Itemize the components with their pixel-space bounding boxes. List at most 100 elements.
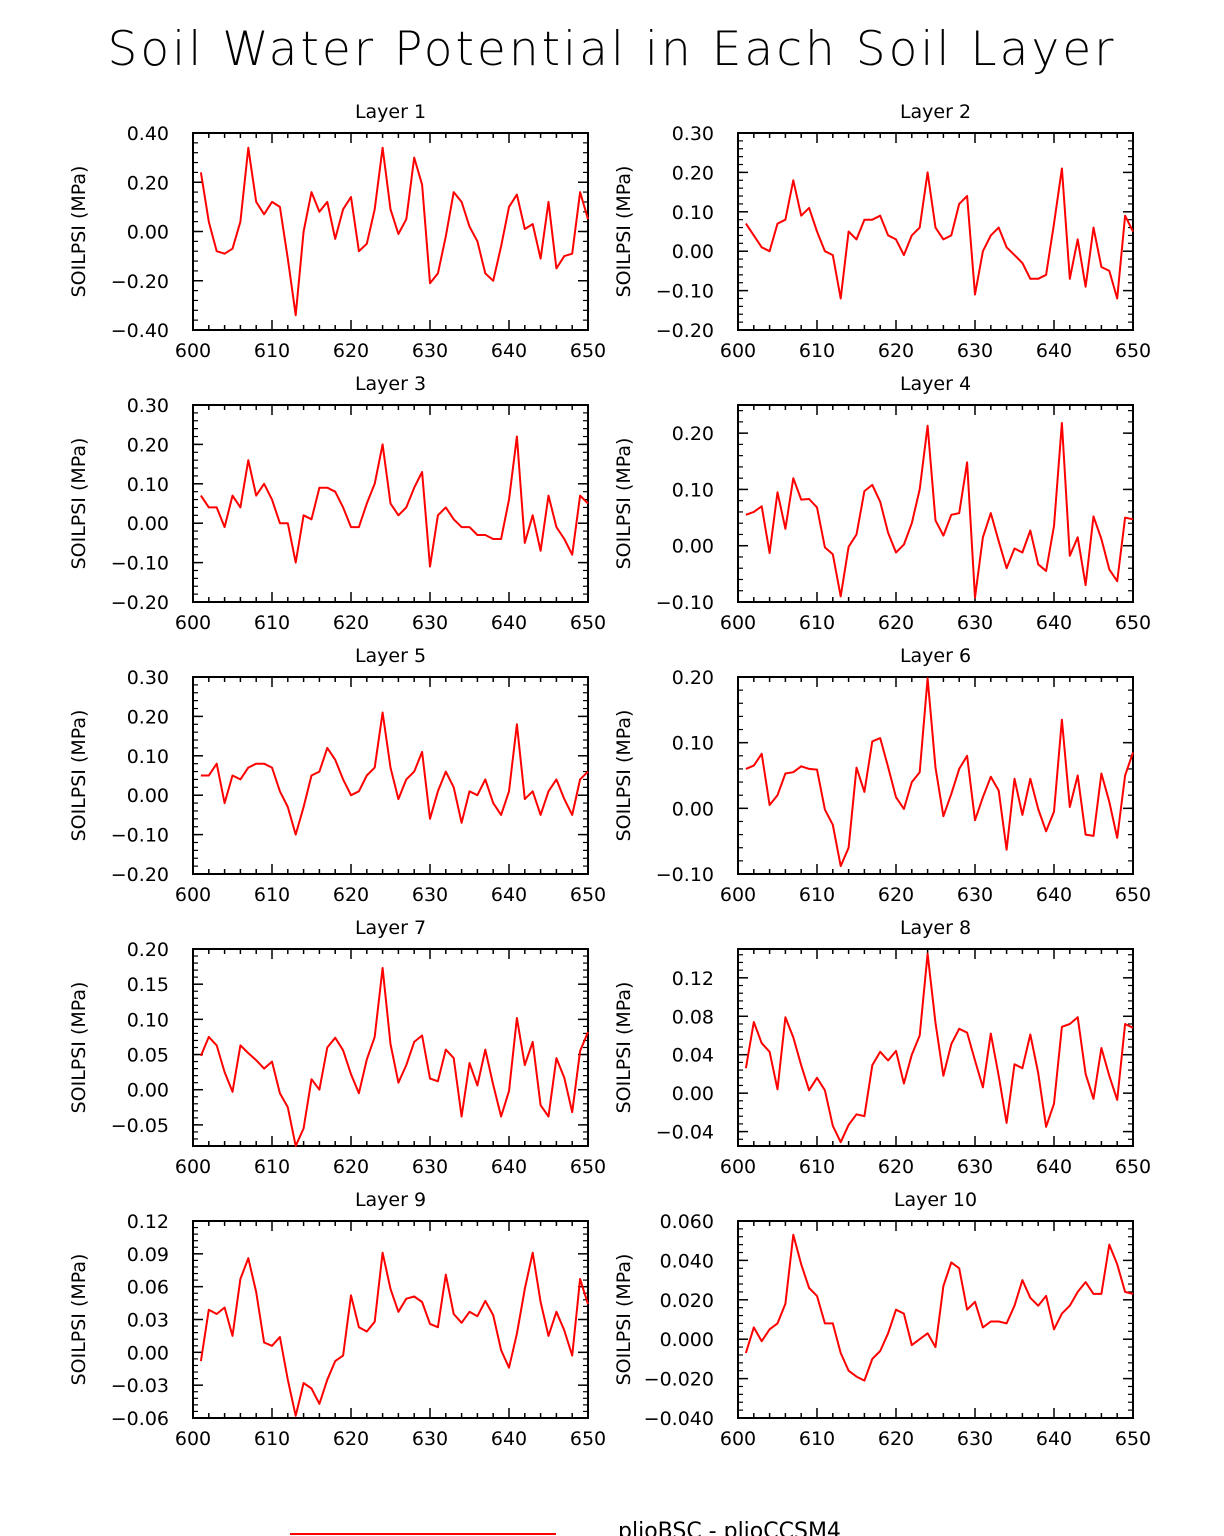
x-tick-label: 620 [878,1428,914,1450]
y-tick-label: 0.00 [127,513,169,535]
x-tick-label: 640 [1036,1156,1072,1178]
y-axis-label: SOILPSI (MPa) [68,438,90,570]
y-tick-label: 0.08 [672,1006,714,1028]
y-tick-label: −0.20 [111,592,169,614]
x-tick-label: 610 [799,612,835,634]
plot-frame [737,404,1134,603]
y-tick-label: 0.00 [672,241,714,263]
y-tick-label: 0.20 [127,706,169,728]
series-line [745,167,1134,300]
x-tick-label: 630 [957,1428,993,1450]
x-tick-label: 620 [333,1156,369,1178]
y-tick-label: 0.00 [672,1083,714,1105]
y-tick-label: −0.040 [644,1408,714,1430]
panel-title: Layer 9 [355,1189,426,1211]
x-tick-label: 610 [254,612,290,634]
y-tick-label: 0.12 [672,968,714,990]
x-tick-label: 650 [570,884,606,906]
panel-title: Layer 6 [900,645,971,667]
x-tick-label: 610 [799,1156,835,1178]
x-tick-label: 630 [412,1428,448,1450]
x-tick-label: 640 [1036,1428,1072,1450]
panel-title: Layer 7 [355,917,426,939]
x-tick-label: 600 [720,884,756,906]
y-tick-label: 0.12 [127,1211,169,1233]
y-tick-label: 0.20 [127,172,169,194]
plot-frame [192,132,589,331]
plot-frame [737,132,1134,331]
x-tick-label: 600 [720,1156,756,1178]
y-tick-label: 0.03 [127,1310,169,1332]
y-tick-label: 0.10 [672,733,714,755]
series-line [744,952,1134,1144]
y-tick-label: 0.00 [127,785,169,807]
y-tick-label: 0.10 [672,202,714,224]
y-axis-label: SOILPSI (MPa) [613,438,635,570]
panel-layer-4: 600 610 620 630 640 650 −0.10 0.00 0.10 0.20 Layer… [613,373,1151,634]
y-axis-label: SOILPSI (MPa) [68,166,90,298]
y-tick-label: 0.10 [127,474,169,496]
panel-layer-6: 600 610 620 630 640 650 −0.10 0.00 0.10 0.20 Layer… [613,645,1151,906]
panel-title: Layer 5 [355,645,426,667]
y-axis-label: SOILPSI (MPa) [613,1254,635,1386]
panel-layer-10: 600 610 620 630 640 650 −0.040 −0.020 0.000 0.020… [613,1189,1151,1450]
x-tick-label: 610 [254,884,290,906]
x-tick-label: 630 [412,884,448,906]
x-tick-label: 630 [412,612,448,634]
y-tick-label: −0.10 [111,825,169,847]
y-tick-label: 0.10 [127,1009,169,1031]
x-tick-label: 620 [878,884,914,906]
x-tick-label: 600 [720,612,756,634]
series-line [200,711,589,836]
y-tick-label: 0.40 [127,123,169,145]
y-tick-label: 0.10 [127,746,169,768]
x-tick-label: 620 [878,612,914,634]
x-tick-label: 640 [1036,340,1072,362]
series-line [744,1233,1134,1382]
x-tick-label: 620 [333,1428,369,1450]
legend-label: plioBSC - plioCCSM4 [618,1519,841,1536]
y-tick-label: 0.05 [127,1045,169,1067]
y-tick-label: −0.20 [111,864,169,886]
y-tick-label: −0.06 [111,1408,169,1430]
y-tick-label: −0.40 [111,320,169,342]
x-tick-label: 650 [570,612,606,634]
x-tick-label: 650 [1115,612,1151,634]
y-tick-label: −0.10 [656,281,714,303]
y-tick-label: −0.04 [656,1122,714,1144]
series-line [199,146,589,317]
x-tick-label: 630 [412,1156,448,1178]
panel-title: Layer 8 [900,917,971,939]
x-tick-label: 640 [1036,612,1072,634]
x-tick-label: 600 [175,612,211,634]
series-line [745,422,1134,599]
x-tick-label: 600 [720,1428,756,1450]
x-tick-label: 650 [1115,340,1151,362]
x-tick-label: 600 [720,340,756,362]
x-tick-label: 640 [491,884,527,906]
x-tick-label: 610 [799,1428,835,1450]
y-tick-label: 0.20 [672,162,714,184]
y-axis-label: SOILPSI (MPa) [613,710,635,842]
y-tick-label: 0.20 [672,423,714,445]
y-axis-label: SOILPSI (MPa) [68,710,90,842]
x-tick-label: 610 [254,1428,290,1450]
y-tick-label: 0.00 [672,536,714,558]
y-tick-label: 0.00 [127,1080,169,1102]
panel-title: Layer 10 [894,1189,977,1211]
y-axis-label: SOILPSI (MPa) [68,1254,90,1386]
plot-frame [737,948,1134,1147]
x-tick-label: 630 [957,612,993,634]
legend: plioBSC - plioCCSM4 [290,1519,841,1536]
y-tick-label: 0.020 [660,1290,714,1312]
y-tick-label: 0.040 [660,1250,714,1272]
series-line [200,435,589,568]
panels-group: 600 610 620 630 640 650 −0.40 −0.20 0.00 0.20 0.40… [68,101,1151,1450]
x-tick-label: 600 [175,884,211,906]
x-tick-label: 600 [175,1428,211,1450]
y-tick-label: 0.20 [127,939,169,961]
y-tick-label: 0.00 [672,798,714,820]
y-axis-label: SOILPSI (MPa) [613,166,635,298]
panel-layer-3: 600 610 620 630 640 650 −0.20 −0.10 0.00 0.10 0.20… [68,373,606,634]
x-tick-label: 610 [799,884,835,906]
